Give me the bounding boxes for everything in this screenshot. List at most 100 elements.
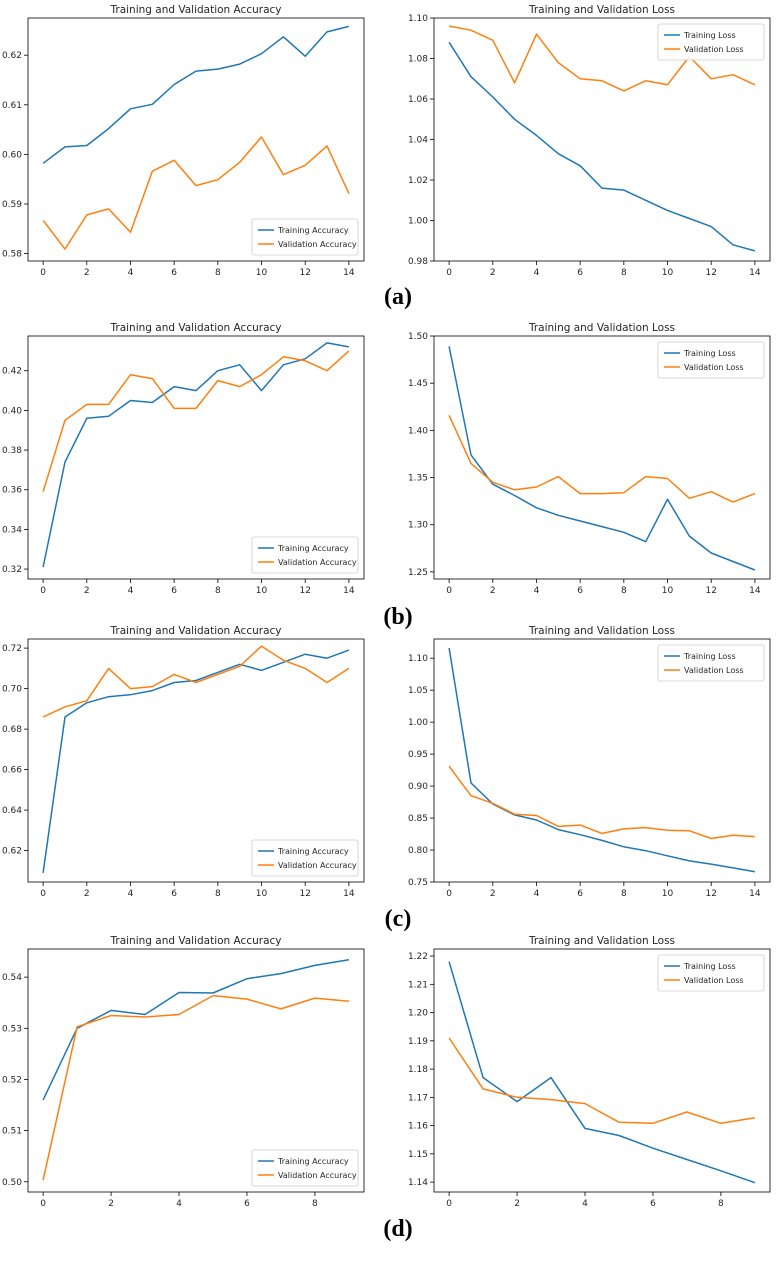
y-tick-label: 1.35	[408, 474, 428, 484]
x-tick-label: 2	[84, 268, 90, 278]
y-tick-label: 0.68	[2, 725, 22, 735]
x-tick-label: 6	[577, 268, 583, 278]
chart-title: Training and Validation Accuracy	[110, 4, 282, 16]
y-tick-label: 0.52	[2, 1075, 22, 1085]
x-tick-label: 0	[40, 1199, 46, 1209]
x-tick-label: 6	[244, 1199, 250, 1209]
legend-label: Training Accuracy	[277, 544, 349, 553]
x-tick-label: 4	[582, 1199, 588, 1209]
x-tick-label: 2	[84, 889, 90, 899]
series-line-training	[448, 961, 756, 1184]
legend-box	[251, 218, 359, 256]
y-tick-label: 0.51	[2, 1127, 22, 1137]
x-tick-label: 10	[662, 586, 674, 596]
y-tick-label: 1.17	[408, 1093, 428, 1103]
legend-box	[657, 23, 765, 61]
y-tick-label: 0.34	[2, 525, 22, 535]
legend-box	[251, 839, 359, 877]
x-tick-label: 12	[705, 268, 716, 278]
y-tick-label: 1.00	[408, 718, 428, 728]
panel-label-a: (a)	[384, 284, 412, 310]
legend-label: Validation Accuracy	[278, 240, 357, 249]
legend-box	[657, 644, 765, 682]
series-line-validation	[42, 994, 349, 1181]
y-tick-label: 1.20	[408, 1009, 428, 1019]
y-tick-label: 1.16	[408, 1122, 428, 1132]
x-tick-label: 2	[490, 889, 496, 899]
x-tick-label: 14	[343, 268, 355, 278]
x-tick-label: 12	[299, 586, 310, 596]
x-tick-label: 4	[176, 1199, 182, 1209]
series-line-validation	[42, 350, 350, 492]
legend-label: Validation Accuracy	[278, 1171, 357, 1180]
y-tick-label: 0.62	[2, 51, 22, 61]
y-tick-label: 1.10	[408, 14, 428, 24]
axes-frame	[27, 638, 365, 883]
y-tick-label: 0.42	[2, 367, 22, 377]
series-line-validation	[42, 645, 350, 718]
y-tick-label: 1.22	[408, 952, 428, 962]
x-tick-label: 10	[256, 586, 268, 596]
y-tick-label: 1.14	[408, 1178, 428, 1188]
x-tick-label: 2	[84, 586, 90, 596]
x-tick-label: 0	[446, 586, 452, 596]
x-tick-label: 14	[343, 586, 355, 596]
y-tick-label: 0.50	[2, 1178, 22, 1188]
x-tick-label: 6	[577, 889, 583, 899]
y-tick-label: 0.53	[2, 1024, 22, 1034]
panel-label-b: (b)	[383, 604, 413, 630]
x-tick-label: 12	[299, 889, 310, 899]
y-tick-label: 1.08	[408, 55, 428, 65]
axes-frame	[27, 948, 365, 1193]
y-tick-label: 1.05	[408, 686, 428, 696]
axes-frame	[433, 948, 771, 1193]
x-tick-label: 6	[577, 586, 583, 596]
panel-label-d: (d)	[383, 1216, 413, 1242]
y-tick-label: 0.66	[2, 766, 22, 776]
y-tick-label: 0.36	[2, 486, 22, 496]
legend-label: Validation Loss	[684, 45, 744, 54]
legend-label: Training Loss	[683, 652, 736, 661]
series-line-training	[448, 346, 756, 571]
x-tick-label: 6	[171, 586, 177, 596]
legend-box	[251, 536, 359, 574]
y-tick-label: 0.32	[2, 565, 22, 575]
y-tick-label: 1.06	[408, 95, 428, 105]
y-tick-label: 0.60	[2, 150, 22, 160]
x-tick-label: 0	[40, 268, 46, 278]
legend-label: Validation Loss	[684, 363, 744, 372]
x-tick-label: 4	[128, 268, 134, 278]
x-tick-label: 8	[215, 889, 221, 899]
x-tick-label: 14	[749, 586, 761, 596]
x-tick-label: 2	[490, 586, 496, 596]
y-tick-label: 1.00	[408, 217, 428, 227]
x-tick-label: 0	[446, 889, 452, 899]
y-tick-label: 0.98	[408, 257, 428, 267]
x-tick-label: 10	[256, 268, 268, 278]
x-tick-label: 10	[662, 268, 674, 278]
x-tick-label: 2	[490, 268, 496, 278]
x-tick-label: 0	[40, 586, 46, 596]
series-line-validation	[448, 765, 755, 840]
axes-frame	[433, 335, 771, 580]
x-tick-label: 6	[171, 889, 177, 899]
x-tick-label: 12	[705, 586, 716, 596]
x-tick-label: 10	[662, 889, 674, 899]
y-tick-label: 1.02	[408, 176, 428, 186]
legend-label: Training Accuracy	[277, 847, 349, 856]
x-tick-label: 8	[215, 586, 221, 596]
legend-label: Validation Loss	[684, 976, 744, 985]
y-tick-label: 0.64	[2, 806, 22, 816]
chart-title: Training and Validation Loss	[528, 4, 675, 16]
y-tick-label: 0.58	[2, 250, 22, 260]
chart-title: Training and Validation Loss	[528, 935, 675, 947]
y-tick-label: 0.38	[2, 446, 22, 456]
chart-title: Training and Validation Loss	[528, 625, 675, 637]
x-tick-label: 12	[705, 889, 716, 899]
x-tick-label: 0	[40, 889, 46, 899]
x-tick-label: 8	[215, 268, 221, 278]
x-tick-label: 0	[446, 268, 452, 278]
y-tick-label: 0.75	[408, 878, 428, 888]
y-tick-label: 0.85	[408, 814, 428, 824]
x-tick-label: 8	[718, 1199, 724, 1209]
